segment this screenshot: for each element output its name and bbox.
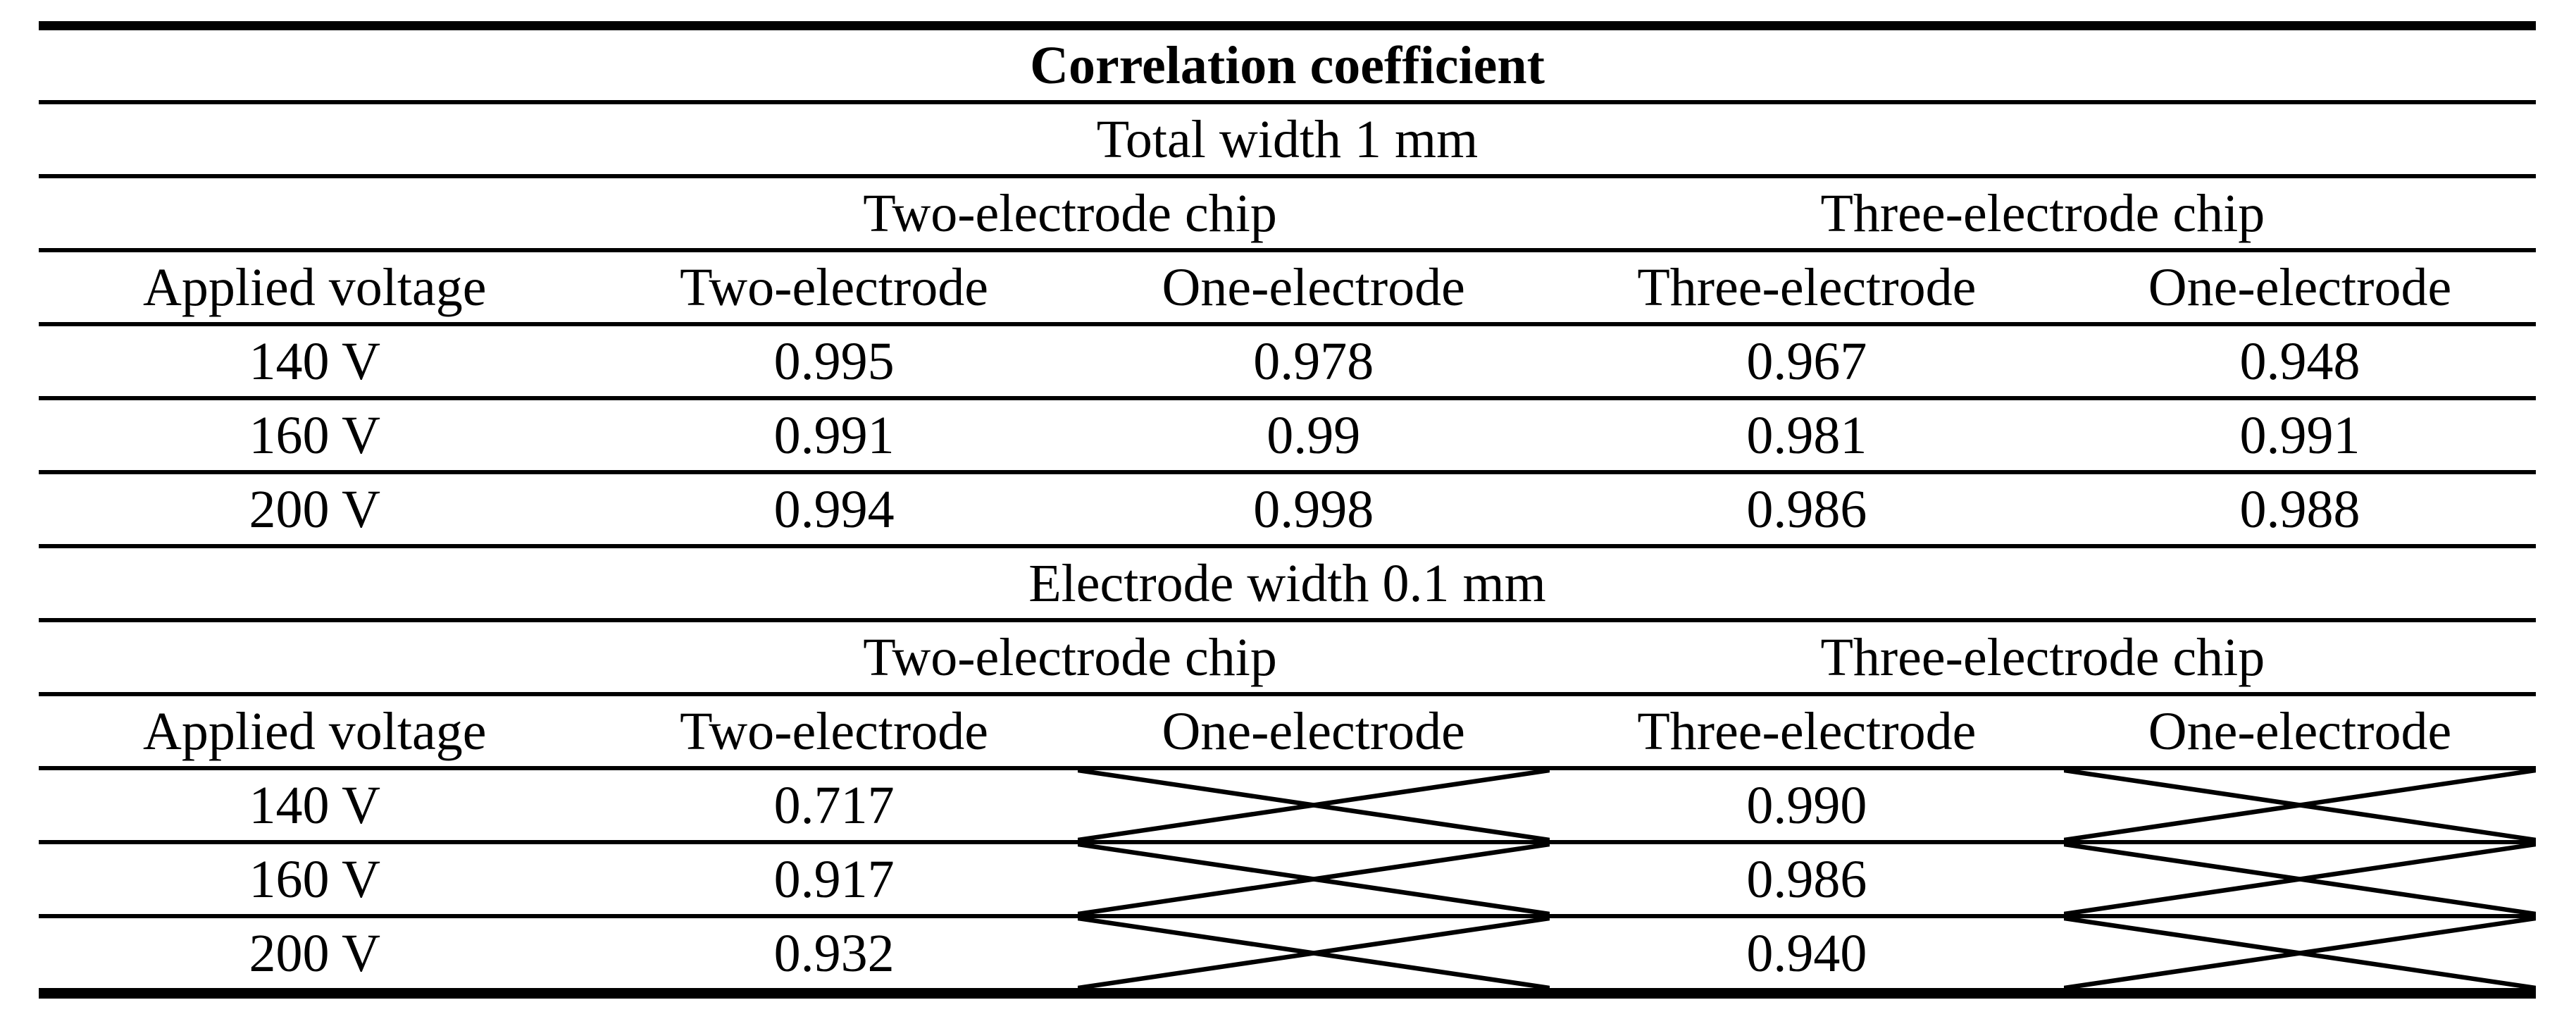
value-cell: 0.99 [1267, 405, 1361, 465]
value-cell: 0.932 [773, 923, 895, 983]
section2-chip-group-two-electrode: Two-electrode chip [863, 627, 1277, 687]
column-header-three-electrode: Three-electrode [1637, 257, 1977, 317]
voltage-cell: 140 V [249, 331, 380, 391]
section1-header-row: Applied voltage Two-electrode One-electr… [39, 250, 2536, 324]
value-cell: 0.986 [1746, 849, 1867, 909]
value-cell: 0.988 [2239, 479, 2360, 539]
column-header-two-electrode: Two-electrode [680, 257, 988, 317]
crossed-out-cell [1078, 916, 1550, 994]
value-cell: 0.978 [1253, 331, 1374, 391]
column-header-one-electrode: One-electrode [1162, 257, 1465, 317]
value-cell: 0.981 [1746, 405, 1867, 465]
value-cell: 0.948 [2239, 331, 2360, 391]
column-header-one-electrode: One-electrode [1162, 701, 1465, 761]
value-cell: 0.967 [1746, 331, 1867, 391]
empty-cell [39, 176, 590, 250]
section1-subtitle: Total width 1 mm [1096, 109, 1479, 169]
value-cell: 0.917 [773, 849, 895, 909]
crossed-out-cell [2064, 768, 2536, 842]
section2-subtitle-row: Electrode width 0.1 mm [39, 546, 2536, 620]
voltage-cell: 200 V [249, 479, 380, 539]
crossed-out-cell [1078, 842, 1550, 916]
table-title-row: Correlation coefficient [39, 26, 2536, 102]
table-title: Correlation coefficient [1030, 35, 1545, 95]
value-cell: 0.998 [1253, 479, 1374, 539]
column-header-two-electrode: Two-electrode [680, 701, 988, 761]
x-mark-icon [1078, 918, 1550, 988]
table-row: 140 V 0.717 0.990 [39, 768, 2536, 842]
value-cell: 0.991 [2239, 405, 2360, 465]
section2-header-row: Applied voltage Two-electrode One-electr… [39, 694, 2536, 768]
table-row: 200 V 0.994 0.998 0.986 0.988 [39, 472, 2536, 546]
section1-subtitle-row: Total width 1 mm [39, 102, 2536, 176]
column-header-three-electrode: Three-electrode [1637, 701, 1977, 761]
value-cell: 0.990 [1746, 775, 1867, 835]
column-header-applied-voltage: Applied voltage [142, 701, 487, 761]
section1-chip-group-row: Two-electrode chip Three-electrode chip [39, 176, 2536, 250]
value-cell: 0.991 [773, 405, 895, 465]
section2-chip-group-three-electrode: Three-electrode chip [1820, 627, 2265, 687]
value-cell: 0.994 [773, 479, 895, 539]
table-row: 160 V 0.917 0.986 [39, 842, 2536, 916]
table-row: 200 V 0.932 0.940 [39, 916, 2536, 994]
column-header-one-electrode: One-electrode [2148, 257, 2452, 317]
section2-subtitle: Electrode width 0.1 mm [1028, 553, 1546, 613]
table-row: 140 V 0.995 0.978 0.967 0.948 [39, 324, 2536, 398]
value-cell: 0.995 [773, 331, 895, 391]
value-cell: 0.717 [773, 775, 895, 835]
x-mark-icon [1078, 770, 1550, 840]
x-mark-icon [2064, 770, 2536, 840]
section1-chip-group-two-electrode: Two-electrode chip [863, 183, 1277, 243]
x-mark-icon [1078, 844, 1550, 914]
crossed-out-cell [1078, 768, 1550, 842]
section2-chip-group-row: Two-electrode chip Three-electrode chip [39, 620, 2536, 694]
voltage-cell: 160 V [249, 405, 380, 465]
crossed-out-cell [2064, 842, 2536, 916]
column-header-one-electrode: One-electrode [2148, 701, 2452, 761]
empty-cell [39, 620, 590, 694]
voltage-cell: 160 V [249, 849, 380, 909]
value-cell: 0.940 [1746, 923, 1867, 983]
table-row: 160 V 0.991 0.99 0.981 0.991 [39, 398, 2536, 472]
section1-chip-group-three-electrode: Three-electrode chip [1820, 183, 2265, 243]
crossed-out-cell [2064, 916, 2536, 994]
voltage-cell: 140 V [249, 775, 380, 835]
x-mark-icon [2064, 918, 2536, 988]
x-mark-icon [2064, 844, 2536, 914]
correlation-coefficient-table: Correlation coefficient Total width 1 mm… [39, 21, 2536, 999]
value-cell: 0.986 [1746, 479, 1867, 539]
column-header-applied-voltage: Applied voltage [142, 257, 487, 317]
voltage-cell: 200 V [249, 923, 380, 983]
